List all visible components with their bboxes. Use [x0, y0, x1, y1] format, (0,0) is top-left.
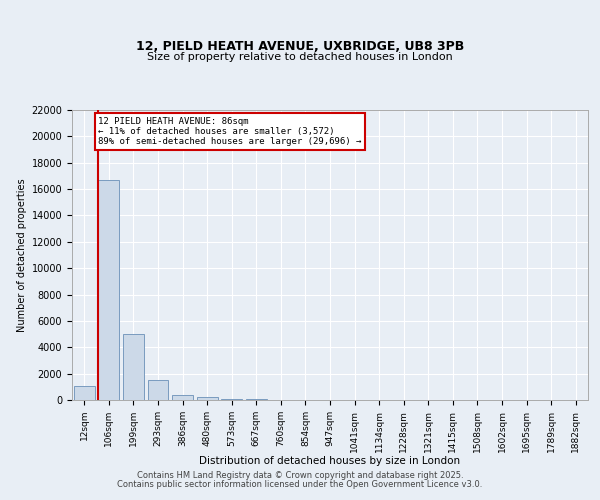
Text: 12, PIELD HEATH AVENUE, UXBRIDGE, UB8 3PB: 12, PIELD HEATH AVENUE, UXBRIDGE, UB8 3P… [136, 40, 464, 52]
Text: 12 PIELD HEATH AVENUE: 86sqm
← 11% of detached houses are smaller (3,572)
89% of: 12 PIELD HEATH AVENUE: 86sqm ← 11% of de… [98, 116, 362, 146]
Text: Size of property relative to detached houses in London: Size of property relative to detached ho… [147, 52, 453, 62]
Text: Contains public sector information licensed under the Open Government Licence v3: Contains public sector information licen… [118, 480, 482, 489]
Bar [74, 386, 95, 400]
Bar [197, 398, 218, 400]
Y-axis label: Number of detached properties: Number of detached properties [17, 178, 27, 332]
Bar [221, 399, 242, 400]
Bar [98, 180, 119, 400]
Bar [123, 334, 144, 400]
X-axis label: Distribution of detached houses by size in London: Distribution of detached houses by size … [199, 456, 461, 466]
Bar [172, 394, 193, 400]
Bar [148, 380, 169, 400]
Text: Contains HM Land Registry data © Crown copyright and database right 2025.: Contains HM Land Registry data © Crown c… [137, 471, 463, 480]
